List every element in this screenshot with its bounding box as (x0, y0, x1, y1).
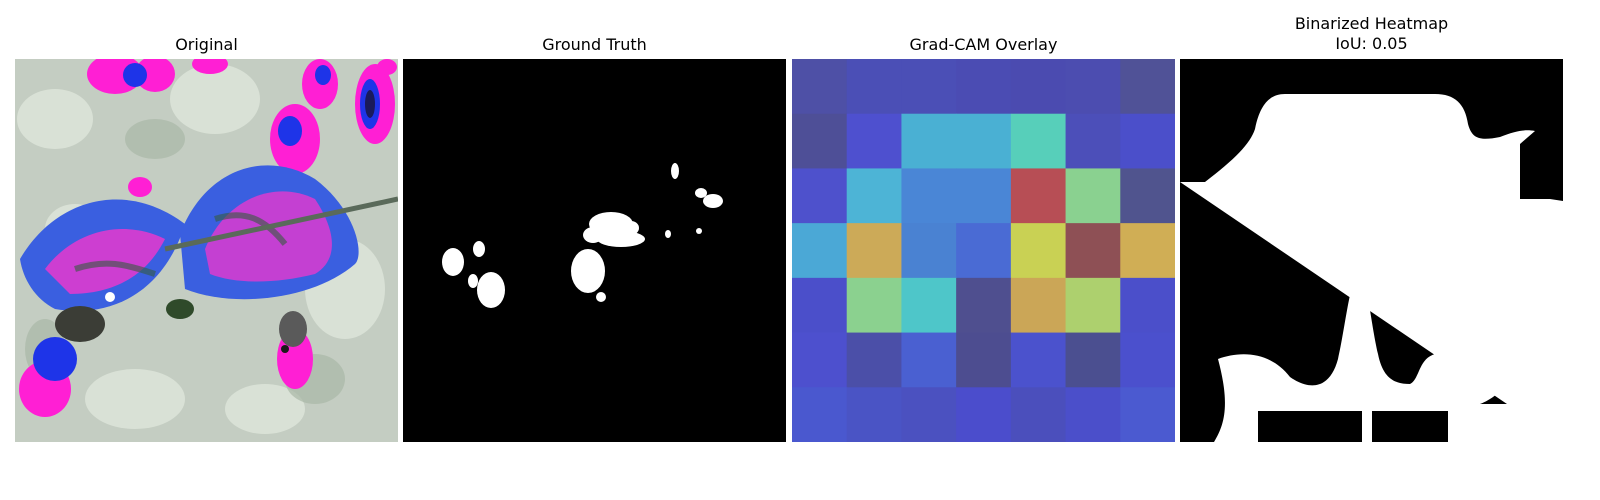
panel-title: Original (175, 35, 238, 54)
heatmap-cell (846, 59, 902, 115)
heatmap-cell (956, 113, 1012, 169)
heatmap-cell (846, 223, 902, 279)
heatmap-cell (956, 223, 1012, 279)
heatmap-cell (792, 113, 848, 169)
heatmap-cell (1065, 168, 1121, 224)
heatmap-cell (1120, 113, 1175, 169)
heatmap-cell (1065, 387, 1121, 442)
heatmap-cell (1065, 223, 1121, 279)
heatmap-cell (956, 277, 1012, 334)
panel-gradcam: Grad-CAM Overlay (792, 0, 1175, 500)
binarized-mask (1180, 59, 1563, 442)
heatmap-cell (901, 223, 957, 279)
heatmap-cell (1010, 387, 1067, 442)
heatmap-cell (846, 387, 902, 442)
panel-binarized: Binarized Heatmap IoU: 0.05 (1180, 0, 1563, 500)
heatmap-cell (1065, 59, 1121, 115)
heatmap-cell (1065, 113, 1121, 169)
heatmap-cell (846, 332, 902, 388)
panel-original: Original (15, 0, 398, 500)
panel-title: Grad-CAM Overlay (909, 35, 1058, 54)
heatmap-cell (956, 168, 1012, 224)
heatmap-cell (1010, 168, 1067, 224)
heatmap-cell (901, 387, 957, 442)
heatmap-cell (1120, 59, 1175, 115)
heatmap-cell (1120, 387, 1175, 442)
ground-truth-mask (403, 59, 786, 442)
heatmap-cell (1010, 277, 1067, 334)
heatmap-cell (1010, 59, 1067, 115)
heatmap-cell (901, 113, 957, 169)
heatmap-cell (846, 113, 902, 169)
original-image (15, 59, 398, 442)
heatmap-cell (1065, 277, 1121, 334)
heatmap-cell (792, 59, 848, 115)
heatmap-cell (901, 168, 957, 224)
heatmap-cell (1120, 332, 1175, 388)
heatmap-cell (846, 277, 902, 334)
panel-title: Binarized Heatmap (1294, 14, 1449, 33)
gradcam-heatmap (792, 59, 1175, 442)
heatmap-cell (1120, 223, 1175, 279)
heatmap-cell (792, 223, 848, 279)
panel-title: Ground Truth (542, 35, 647, 54)
heatmap-cell (792, 277, 848, 334)
heatmap-cell (792, 387, 848, 442)
heatmap-cell (1010, 223, 1067, 279)
iou-label: IoU: 0.05 (1335, 34, 1408, 53)
heatmap-cell (1120, 168, 1175, 224)
heatmap-cell (901, 59, 957, 115)
heatmap-cell (956, 387, 1012, 442)
heatmap-cell (901, 277, 957, 334)
heatmap-cell (1065, 332, 1121, 388)
heatmap-cell (792, 332, 848, 388)
panel-ground-truth: Ground Truth (403, 0, 786, 500)
heatmap-cell (956, 332, 1012, 388)
heatmap-cell (956, 59, 1012, 115)
heatmap-cell (901, 332, 957, 388)
heatmap-cell (846, 168, 902, 224)
heatmap-cell (1010, 332, 1067, 388)
heatmap-cell (1010, 113, 1067, 169)
heatmap-cell (1120, 277, 1175, 334)
heatmap-cell (792, 168, 848, 224)
